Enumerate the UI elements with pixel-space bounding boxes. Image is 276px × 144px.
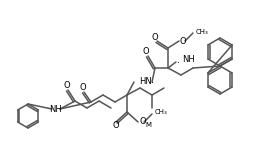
Text: O: O (64, 82, 70, 90)
Text: O: O (143, 48, 149, 56)
Text: NH: NH (182, 55, 195, 65)
Text: M: M (145, 122, 151, 128)
Text: ·: · (177, 58, 181, 68)
Text: O: O (180, 36, 187, 46)
Text: CH₃: CH₃ (196, 29, 209, 35)
Text: ··: ·· (148, 78, 154, 88)
Text: O: O (113, 122, 119, 130)
Text: O: O (80, 84, 86, 92)
Text: NH: NH (50, 105, 62, 113)
Text: HN: HN (139, 77, 152, 87)
Text: O: O (152, 33, 158, 41)
Text: CH₃: CH₃ (155, 109, 168, 115)
Text: O: O (139, 118, 146, 126)
